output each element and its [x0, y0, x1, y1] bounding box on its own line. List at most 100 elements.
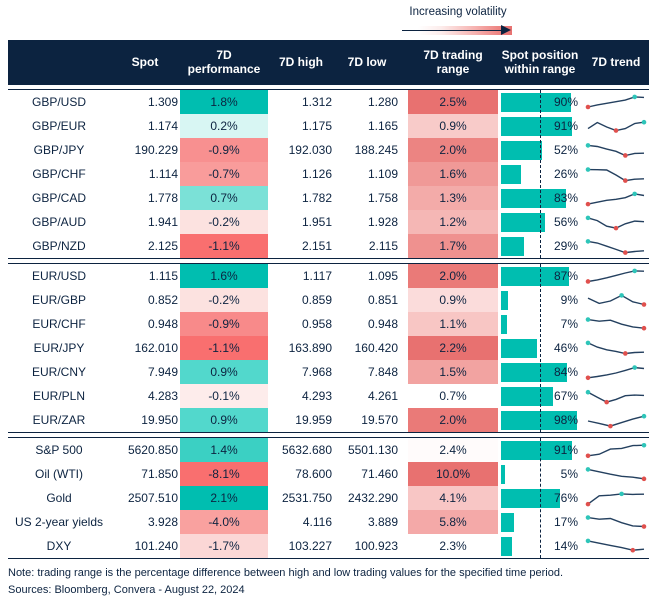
performance-cell: -0.9% [180, 312, 268, 336]
performance-cell: -0.2% [180, 288, 268, 312]
performance-cell: -0.1% [180, 384, 268, 408]
max-dot-teal [632, 94, 637, 100]
table-row: EUR/JPY 162.010 -1.1% 163.890 160.420 2.2% 46% [8, 336, 649, 360]
row-label: Oil (WTI) [35, 467, 83, 481]
table-row: EUR/CNY 7.949 0.9% 7.968 7.848 1.5% 84% [8, 360, 649, 384]
table-block-3: S&P 500 5620.850 1.4% 5632.680 5501.130 2.4% 9… [8, 437, 649, 559]
spot-value: 5620.850 [127, 443, 178, 457]
low-value: 2432.290 [347, 491, 398, 505]
market-table: Spot 7D performance 7D high 7D low 7D tr… [8, 40, 649, 559]
min-dot-red [613, 128, 619, 133]
trend-sparkline [583, 438, 649, 462]
spot-value: 101.240 [134, 539, 178, 553]
min-dot-red [585, 453, 591, 459]
footnote: Note: trading range is the percentage di… [8, 567, 564, 579]
min-dot-red [641, 302, 647, 307]
table-row: GBP/CHF 1.114 -0.7% 1.126 1.109 1.6% 26% [8, 162, 649, 186]
performance-cell: 0.2% [180, 114, 268, 138]
low-value: 1.928 [367, 215, 398, 229]
low-value: 1.165 [367, 119, 398, 133]
position-value: 26% [553, 167, 578, 181]
trading-range-cell: 1.3% [408, 186, 498, 210]
trend-sparkline [583, 186, 649, 210]
performance-cell: -1.1% [180, 336, 268, 360]
spot-value: 7.949 [147, 365, 178, 379]
position-bar [501, 140, 542, 160]
trading-range-cell: 5.8% [408, 510, 498, 534]
trading-range-cell: 4.1% [408, 486, 498, 510]
row-label: GBP/AUD [31, 215, 86, 229]
table-row: EUR/ZAR 19.950 0.9% 19.959 19.570 2.0% 98% [8, 408, 649, 432]
max-dot-teal [632, 365, 637, 370]
row-label: GBP/USD [31, 95, 86, 109]
position-bar-track: 98% [501, 408, 579, 432]
performance-cell: -1.1% [180, 234, 268, 258]
low-value: 4.261 [367, 389, 398, 403]
table-row: GBP/JPY 190.229 -0.9% 192.030 188.245 2.0% 52% [8, 138, 649, 162]
position-bar-track: 90% [501, 90, 579, 114]
spot-value: 190.229 [134, 143, 178, 157]
position-value: 14% [553, 539, 578, 553]
row-label: EUR/PLN [32, 389, 85, 403]
high-value: 1.782 [301, 191, 332, 205]
position-bar [501, 290, 508, 310]
high-value: 1.126 [301, 167, 332, 181]
performance-cell: -0.2% [180, 210, 268, 234]
position-value: 17% [553, 515, 578, 529]
table-row: US 2-year yields 3.928 -4.0% 4.116 3.889 5.8%… [8, 510, 649, 534]
trend-sparkline [583, 336, 649, 360]
position-value: 29% [553, 239, 578, 253]
row-label: DXY [46, 539, 72, 553]
high-value: 19.959 [295, 413, 332, 427]
table-body: GBP/USD 1.309 1.8% 1.312 1.280 2.5% 90% GBP/EUR… [8, 89, 649, 559]
trading-range-cell: 1.6% [408, 162, 498, 186]
min-dot-red [585, 501, 591, 507]
position-bar-track: 56% [501, 210, 579, 234]
performance-cell: 1.4% [180, 438, 268, 462]
trend-sparkline [583, 384, 649, 408]
header-7d-high: 7D high [279, 54, 323, 69]
position-bar-track: 52% [501, 138, 579, 162]
trend-sparkline [583, 114, 649, 138]
position-value: 91% [553, 443, 578, 457]
position-bar-track: 87% [501, 264, 579, 288]
position-value: 98% [553, 413, 578, 427]
position-bar [501, 188, 566, 208]
legend-label: Increasing volatility [409, 6, 507, 18]
spot-value: 71.850 [141, 467, 178, 481]
max-dot-teal [585, 515, 591, 520]
max-dot-teal [585, 340, 591, 346]
min-dot-red [613, 225, 619, 231]
position-value: 9% [560, 293, 578, 307]
row-label: EUR/CNY [31, 365, 86, 379]
table-row: GBP/EUR 1.174 0.2% 1.175 1.165 0.9% 91% [8, 114, 649, 138]
trading-range-cell: 2.5% [408, 90, 498, 114]
position-bar [501, 386, 554, 406]
position-bar-track: 46% [501, 336, 579, 360]
max-dot-teal [585, 467, 591, 472]
high-value: 2.151 [301, 239, 332, 253]
spot-value: 0.948 [147, 317, 178, 331]
min-dot-red [585, 201, 591, 207]
low-value: 1.280 [367, 95, 398, 109]
spot-value: 1.115 [148, 269, 178, 283]
low-value: 0.851 [367, 293, 398, 307]
min-dot-red [604, 399, 609, 405]
header-7d-performance: 7D performance [187, 47, 261, 76]
min-dot-red [641, 325, 647, 331]
trading-range-cell: 2.0% [408, 138, 498, 162]
position-bar-track: 5% [501, 462, 579, 486]
row-label: EUR/GBP [31, 293, 86, 307]
trading-range-cell: 1.2% [408, 210, 498, 234]
position-bar [501, 338, 537, 358]
trend-sparkline [583, 360, 649, 384]
position-value: 52% [553, 143, 578, 157]
arrow-head-icon [501, 25, 511, 35]
low-value: 3.889 [367, 515, 398, 529]
table-block-1: GBP/USD 1.309 1.8% 1.312 1.280 2.5% 90% GBP/EUR… [8, 89, 649, 259]
min-dot-red [623, 351, 628, 356]
min-dot-red [641, 524, 647, 529]
low-value: 19.570 [361, 413, 398, 427]
position-bar [501, 314, 507, 334]
